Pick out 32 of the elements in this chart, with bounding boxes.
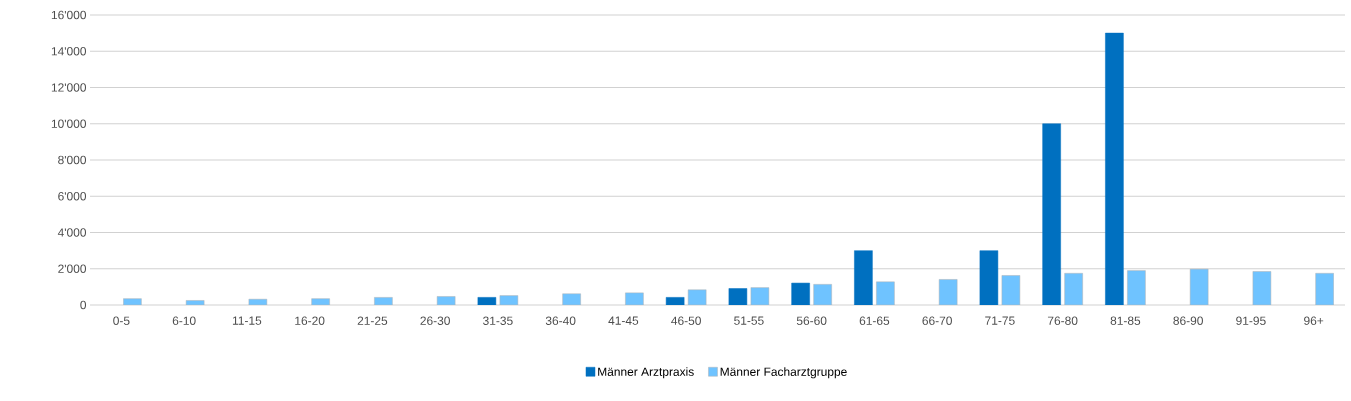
y-tick-label: 2'000	[58, 264, 87, 273]
x-tick-label: 6-10	[172, 316, 196, 325]
x-tick-label: 16-20	[295, 316, 325, 325]
y-tick-label: 4'000	[57, 228, 87, 237]
x-tick-label: 91-95	[1236, 316, 1266, 325]
legend-label: Männer Arztpraxis	[598, 367, 694, 379]
x-tick-label: 26-30	[420, 316, 450, 325]
x-tick-label: 0-5	[113, 316, 130, 325]
x-tick-label: 66-70	[922, 316, 952, 325]
y-tick-label: 14'000	[51, 47, 87, 56]
x-tick-label: 36-40	[545, 316, 576, 325]
y-tick-label: 10'000	[51, 119, 87, 128]
x-tick-label: 81-85	[1110, 316, 1141, 325]
y-tick-label: 6'000	[58, 192, 87, 201]
x-tick-label: 51-55	[734, 316, 764, 325]
x-tick-label: 31-35	[483, 316, 513, 325]
legend-label: Männer Facharztgruppe	[720, 367, 847, 379]
x-tick-label: 41-45	[608, 316, 639, 325]
y-tick-label: 16'000	[51, 10, 87, 20]
y-tick-label: 12'000	[51, 83, 87, 92]
bar	[1127, 270, 1146, 305]
x-tick-label: 46-50	[671, 316, 701, 325]
y-tick-label: 8'000	[58, 155, 87, 165]
x-tick-label: 21-25	[357, 316, 388, 325]
x-tick-label: 56-60	[796, 316, 827, 325]
x-tick-label: 86-90	[1173, 316, 1203, 325]
x-tick-label: 76-80	[1047, 316, 1078, 325]
x-tick-label: 96+	[1304, 316, 1324, 325]
x-tick-label: 61-65	[859, 316, 890, 325]
x-tick-label: 11-15	[232, 316, 262, 325]
x-tick-label: 71-75	[985, 316, 1015, 325]
y-tick-label: 0	[80, 300, 87, 310]
